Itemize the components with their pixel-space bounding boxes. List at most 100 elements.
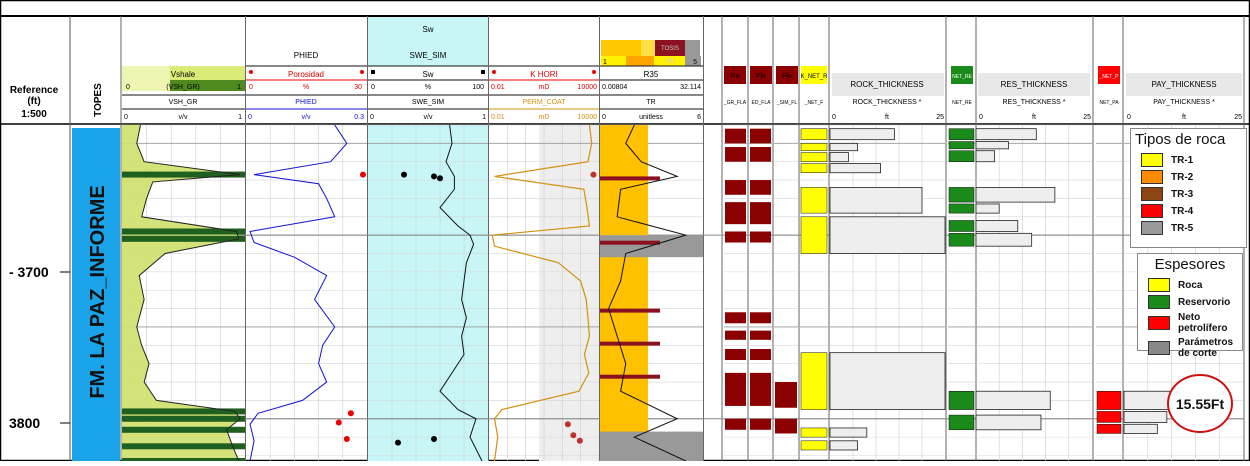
header-r35: 1 TOSIS TR1 5 R35 0.00804 32.114 TR 0 un… (600, 40, 703, 121)
flag-tracks (725, 128, 1122, 451)
rock-title: ROCK_THICKNESS (850, 80, 923, 89)
legend-rock-label-4: TR-5 (1171, 222, 1194, 234)
legend-thickness: Espesores Roca Reservorio Neto petrolífero… (1137, 253, 1243, 359)
perm-core-point-2 (570, 432, 577, 439)
res-thickness-bar-8 (975, 414, 1042, 431)
r35-name: TR (646, 99, 655, 106)
phi-name: PHIED (295, 99, 316, 106)
pay-title: PAY_THICKNESS (1151, 80, 1216, 89)
rock-thickness-bar-1 (829, 142, 859, 152)
phi-scale-min: 0 (248, 114, 252, 121)
reference-title: Reference (10, 85, 59, 96)
res-thickness-bar-0 (975, 128, 1037, 141)
r35-tr5-band-2 (600, 431, 703, 461)
legend-rock-label-2: TR-3 (1171, 188, 1194, 200)
sw-max: 100 (472, 84, 484, 91)
phi-unit-top: % (303, 84, 309, 91)
legend-rock-types: Tipos de roca TR-1 TR-2 TR-3 TR-4 TR-5 (1130, 128, 1247, 248)
legend-rock-label-1: TR-2 (1171, 171, 1194, 183)
header-perm: K HORI 0.01 mD 10000 PERM_COAT 0.01 mD 1… (489, 65, 599, 121)
header-flags: Ra Fla Fla K_NET_R _GR_FLA ED_FLA _SIM_F… (723, 66, 828, 106)
vsh-name: VSH_GR (169, 99, 198, 106)
rock-thickness-bar-3 (829, 163, 881, 174)
pay-thickness-bar-2 (1123, 423, 1158, 434)
res-thickness-bar-6 (975, 232, 1033, 247)
f1-flag-block-6 (725, 330, 746, 340)
res-title: RES_THICKNESS (1001, 80, 1068, 89)
res-scale-max: 25 (1083, 114, 1091, 121)
legend-esp-row-3: Parámetros de corte (1148, 337, 1242, 359)
pay-scale-min: 0 (1127, 114, 1131, 121)
vsh-scale-unit: v/v (179, 114, 188, 121)
sw-core-point-1 (431, 173, 437, 180)
pay-scale-max: 25 (1234, 114, 1242, 121)
legend-esp-swatch-1 (1148, 295, 1170, 309)
f2-flag-block-5 (750, 312, 771, 324)
legend-rock-row-4: TR-5 (1141, 221, 1246, 235)
phi-core-point-2 (335, 419, 342, 426)
rock-scale-unit: ft (885, 114, 889, 121)
f1-flag-block-4 (725, 231, 746, 243)
rock-thickness-bar-8 (829, 440, 859, 451)
pay-scale-unit: ft (1182, 114, 1186, 121)
f2-flag-block-6 (750, 330, 771, 340)
phi-curve-title: Porosidad (288, 70, 324, 79)
r35-rt-max: 5 (693, 59, 697, 66)
vsh-scale-min: 0 (124, 114, 128, 121)
vsh-shale-band-7 (122, 228, 245, 235)
thickness-bars (829, 128, 1182, 451)
r35-scale-max: 6 (697, 114, 701, 121)
phi-core-point-0 (359, 171, 366, 178)
perm-core-point-1 (564, 421, 571, 428)
vsh-shale-band-17 (122, 408, 245, 415)
perm-track-shade (539, 125, 599, 461)
r35-tr3-band-1 (600, 240, 660, 245)
pay-flag-1 (1096, 411, 1122, 423)
formation-label: FM. LA PAZ_INFORME (87, 185, 109, 398)
vsh-curve (136, 124, 241, 462)
r35-tr3-band-4 (600, 374, 660, 379)
legend-esp-label-3: Parámetros de corte (1178, 337, 1234, 359)
legend-rock-row-3: TR-4 (1141, 204, 1246, 218)
topes-label: TOPES (93, 83, 104, 117)
sw-core-point-4 (395, 439, 401, 446)
depth-label-3700: - 3700 (9, 264, 49, 280)
pay-flag-0 (1096, 390, 1122, 410)
res-flag-4 (948, 203, 975, 214)
phi-scale-unit: v/v (302, 114, 311, 121)
legend-rock-swatch-3 (1141, 204, 1163, 218)
r35-curve-title: R35 (644, 70, 659, 79)
sw-top-title-1: Sw (422, 25, 433, 34)
rock-name: ROCK_THICKNESS * (853, 99, 922, 106)
rock-flag-0 (800, 128, 828, 140)
res-flag-3 (948, 187, 975, 203)
flag-2-name: ED_FLA (752, 100, 772, 106)
res-scale-min: 0 (979, 114, 983, 121)
reference-unit: (ft) (27, 96, 40, 107)
res-thickness-bar-7 (975, 390, 1051, 410)
f2-flag-block-3 (750, 202, 771, 225)
legend-rock-label-3: TR-4 (1171, 205, 1194, 217)
sw-core-point-2 (437, 175, 443, 182)
legend-rock-row-2: TR-3 (1141, 187, 1246, 201)
vsh-shale-band-19 (122, 426, 245, 433)
f1-flag-block-2 (725, 180, 746, 195)
formation-bar (72, 128, 120, 461)
vsh-scale-max: 1 (238, 114, 242, 121)
rock-thickness-bar-2 (829, 152, 849, 163)
flag-1-title: Ra (731, 73, 740, 80)
vsh-shale-band-8 (122, 235, 245, 242)
r35-tr3-band-3 (600, 341, 660, 346)
f2-flag-block-1 (750, 147, 771, 162)
sw-track-bg (368, 125, 488, 461)
legend-esp-label-2: Neto petrolífero (1178, 312, 1228, 334)
res-thickness-bar-1 (975, 141, 1009, 150)
sw-top-title-2: SWE_SIM (410, 51, 447, 60)
legend-esp-swatch-0 (1148, 278, 1170, 292)
sw-curve (439, 124, 483, 462)
legend-rock-row-0: TR-1 (1141, 153, 1246, 167)
rock-flag-6 (800, 352, 828, 410)
r35-tr5-band-1 (600, 235, 703, 258)
sw-scale-max: 1 (482, 114, 486, 121)
perm-curve-title: K HORI (530, 70, 558, 79)
